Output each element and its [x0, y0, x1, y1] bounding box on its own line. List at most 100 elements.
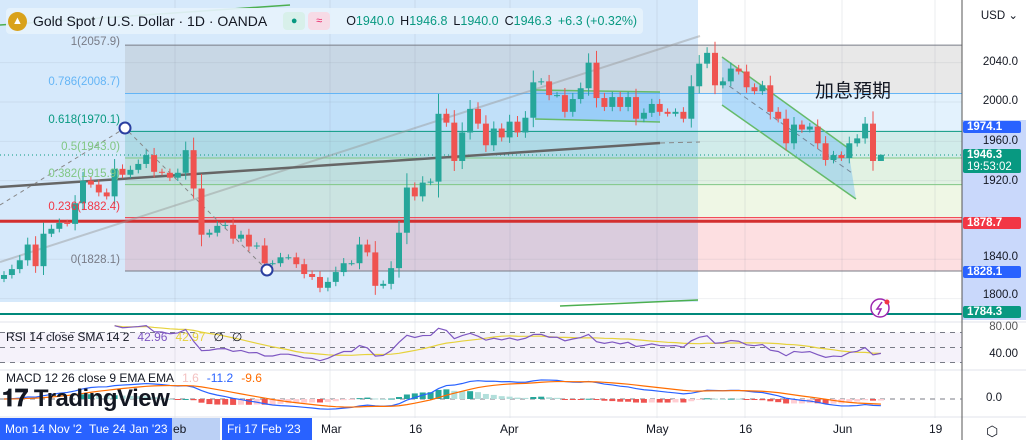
candle-body: [56, 222, 63, 229]
macd-histogram-bar: [846, 399, 853, 403]
candle: [751, 83, 758, 95]
macd-histogram-bar: [735, 398, 742, 400]
candle-body: [103, 192, 110, 197]
candle-body: [403, 187, 410, 233]
date-range-highlight: [0, 0, 698, 302]
candle: [159, 168, 165, 176]
candle: [633, 88, 639, 126]
price-tag: 1946.3 19:53:02: [963, 149, 1021, 173]
fib-anchor-handle: [118, 121, 132, 135]
candle: [435, 93, 442, 198]
candle: [285, 254, 292, 260]
candle: [206, 229, 213, 238]
symbol-title[interactable]: Gold Spot / U.S. Dollar · 1D · OANDA: [33, 13, 268, 29]
candle: [688, 75, 695, 128]
candle-body: [396, 232, 402, 269]
candle: [111, 159, 118, 205]
symbol-legend[interactable]: ▲ Gold Spot / U.S. Dollar · 1D · OANDA ●…: [6, 8, 644, 34]
fib-anchor-handle: [260, 263, 274, 277]
candle-body: [877, 154, 884, 161]
candle: [380, 280, 387, 289]
macd-histogram-bar: [656, 399, 663, 403]
fib-zone: [125, 184, 962, 218]
candle: [40, 222, 47, 276]
macd-histogram-bar: [332, 399, 339, 402]
candle: [64, 219, 71, 227]
candle: [238, 230, 244, 242]
candle-body: [735, 68, 742, 72]
settings-icon[interactable]: ⬡: [986, 423, 999, 439]
macd-histogram-bar: [396, 397, 402, 399]
candle-body: [830, 155, 837, 160]
macd-histogram-bar: [159, 397, 165, 399]
candle-body: [72, 203, 79, 224]
macd-histogram-bar: [87, 394, 94, 399]
macd-histogram-bar: [238, 399, 244, 405]
macd-histogram-bar: [451, 390, 458, 399]
candle: [475, 102, 481, 129]
candle: [672, 108, 679, 117]
lightning-icon: [870, 298, 890, 318]
candle-body: [664, 111, 671, 114]
candle: [585, 53, 592, 96]
candle-body: [593, 62, 600, 99]
macd-histogram-bar: [498, 396, 505, 399]
macd-histogram-bar: [80, 394, 86, 399]
candle: [198, 174, 205, 247]
tradingview-logo[interactable]: 𝟏𝟕 TradingView: [2, 385, 170, 412]
candle: [419, 176, 426, 202]
macd-histogram-bar: [696, 399, 703, 400]
lightning-icon-glyph: [875, 301, 883, 316]
currency-selector[interactable]: USD ⌄: [980, 10, 1018, 22]
candle-body: [798, 124, 805, 130]
candle: [680, 107, 687, 123]
candle: [119, 164, 126, 179]
candle: [625, 91, 632, 112]
fib-level-label: 0.618(1970.1): [48, 114, 120, 127]
candle-body: [775, 111, 782, 119]
rsi-axis-tick: 40.00: [989, 348, 1018, 360]
candle: [411, 182, 418, 201]
candle-body: [317, 276, 323, 288]
macd-histogram-bar: [317, 399, 323, 403]
candle: [356, 236, 363, 270]
macd-histogram-bar: [380, 398, 387, 400]
candle: [609, 91, 616, 112]
candle-body: [427, 181, 434, 183]
macd-histogram-bar: [230, 399, 237, 405]
candle-body: [388, 268, 395, 284]
candle-body: [143, 155, 150, 164]
candle: [554, 92, 560, 98]
candle-body: [277, 257, 284, 264]
candle-body: [451, 122, 458, 161]
macd-histogram-bar: [783, 399, 790, 404]
fib-level-label: 1(2057.9): [70, 36, 120, 48]
candle: [16, 255, 23, 274]
candle: [293, 252, 300, 268]
candle-body: [285, 257, 292, 259]
macd-histogram-bar: [111, 395, 118, 399]
candle-body: [498, 128, 505, 138]
candle-body: [783, 118, 790, 144]
data-delay-icon[interactable]: ≈: [308, 12, 331, 30]
macd-histogram-bar: [166, 398, 173, 400]
candle: [253, 242, 260, 250]
candle-body: [340, 263, 347, 273]
candle-body: [538, 81, 545, 83]
candle: [87, 176, 94, 188]
macd-histogram-bar: [814, 399, 821, 404]
candle-body: [119, 168, 126, 175]
candle-body: [822, 143, 829, 160]
candle-body: [459, 132, 466, 161]
candle: [222, 221, 229, 229]
candle-body: [727, 68, 734, 82]
rsi-legend[interactable]: RSI 14 close SMA 14 2 42.96 42.97 ∅ ∅: [6, 330, 243, 344]
chart-annotation[interactable]: 加息預期: [815, 81, 892, 102]
macd-legend[interactable]: MACD 12 26 close 9 EMA EMA 1.6 -11.2 -9.6: [6, 371, 262, 385]
candle: [317, 271, 323, 293]
macd-histogram-bar: [348, 399, 355, 400]
candle: [601, 92, 608, 112]
candle-body: [506, 121, 513, 138]
macd-histogram-bar: [870, 399, 876, 401]
candle-body: [704, 52, 711, 64]
